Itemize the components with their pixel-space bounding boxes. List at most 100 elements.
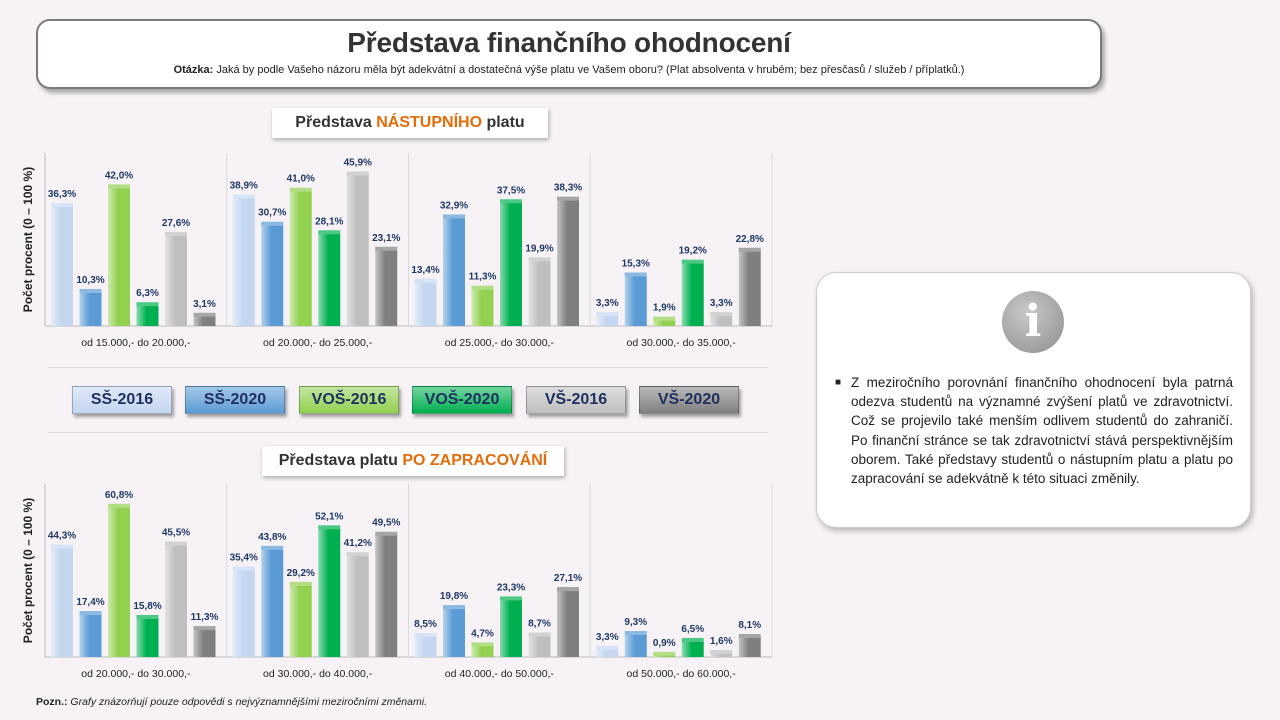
bar-top xyxy=(414,278,437,283)
bar-top xyxy=(500,199,522,204)
bar-top xyxy=(51,203,73,208)
data-label: 41,2% xyxy=(344,538,372,549)
bar xyxy=(318,233,341,326)
bar xyxy=(624,275,647,326)
bar xyxy=(346,555,369,657)
bar xyxy=(136,617,159,657)
legend-item-vs-2020: VŠ-2020 xyxy=(639,386,739,414)
info-paragraph: Z meziročního porovnání finančního ohodn… xyxy=(851,375,1233,487)
data-label: 15,3% xyxy=(622,259,650,270)
bar xyxy=(318,528,341,657)
bar xyxy=(596,648,619,657)
category-label: od 15.000,- do 20.000,- xyxy=(81,337,191,349)
chart1-title-pre: Představa xyxy=(295,114,377,131)
data-label: 6,5% xyxy=(681,624,704,635)
bar-top xyxy=(289,581,312,586)
data-label: 38,3% xyxy=(554,183,582,194)
data-label: 19,2% xyxy=(679,246,707,257)
data-label: 15,8% xyxy=(133,601,161,612)
category-label: od 40.000,- do 50.000,- xyxy=(445,668,555,680)
data-label: 17,4% xyxy=(76,597,104,608)
bar xyxy=(557,199,579,326)
bar xyxy=(289,190,312,326)
bar xyxy=(232,569,255,657)
category-label: od 30.000,- do 35.000,- xyxy=(627,337,737,349)
bar xyxy=(193,315,216,326)
bar-top xyxy=(165,231,187,236)
bar-top xyxy=(710,312,733,317)
bar xyxy=(375,249,398,326)
bar xyxy=(471,288,494,326)
bar-top xyxy=(681,637,704,642)
data-label: 8,5% xyxy=(414,619,437,630)
category-label: od 30.000,- do 40.000,- xyxy=(263,668,373,680)
data-label: 23,1% xyxy=(372,233,400,244)
bar xyxy=(738,636,761,657)
chart2-title: Představa platu PO ZAPRACOVÁNÍ xyxy=(262,446,564,476)
bar xyxy=(193,629,216,657)
data-label: 19,8% xyxy=(440,591,468,602)
data-label: 38,9% xyxy=(230,181,258,192)
info-text: ■ Z meziročního porovnání finančního oho… xyxy=(835,373,1233,488)
bar xyxy=(681,262,704,326)
bar-top xyxy=(596,645,619,650)
chart2-title-pre: Představa platu xyxy=(278,452,403,469)
data-label: 30,7% xyxy=(258,208,286,219)
data-label: 37,5% xyxy=(497,185,525,196)
bar-top xyxy=(193,312,216,317)
bar-top xyxy=(443,605,465,610)
bar xyxy=(108,506,130,657)
bar-top xyxy=(193,626,216,631)
bar xyxy=(261,224,284,326)
data-label: 11,3% xyxy=(191,612,219,623)
bar xyxy=(261,548,284,657)
chart1-title-highlight: NÁSTUPNÍHO xyxy=(376,114,483,131)
bar-top xyxy=(443,214,465,219)
chart1: Počet procent (0 – 100 %) 36,3% 10,3% 42,0%… xyxy=(21,153,773,349)
data-label: 60,8% xyxy=(105,490,133,501)
chart1-title: Představa NÁSTUPNÍHO platu xyxy=(272,108,548,138)
chart1-title-post: platu xyxy=(482,114,525,131)
bar xyxy=(51,547,73,657)
data-label: 32,9% xyxy=(440,200,468,211)
footnote: Pozn.: Grafy znázorňují pouze odpovědi s… xyxy=(36,696,427,708)
bar-top xyxy=(232,566,255,571)
legend-item-vs-2016: VŠ-2016 xyxy=(526,386,626,414)
data-label: 3,3% xyxy=(596,298,619,309)
bar-top xyxy=(318,525,341,530)
bar xyxy=(136,305,159,326)
data-label: 49,5% xyxy=(372,518,400,529)
bar xyxy=(528,635,551,657)
category-label: od 50.000,- do 60.000,- xyxy=(627,668,737,680)
bar-top xyxy=(108,184,130,189)
bar xyxy=(653,319,676,326)
question: Otázka: Jaká by podle Vašeho názoru měla… xyxy=(38,64,1100,76)
bar-top xyxy=(346,171,369,176)
y-axis-label: Počet procent (0 – 100 %) xyxy=(21,167,35,312)
data-label: 13,4% xyxy=(411,265,439,276)
bar xyxy=(108,187,130,326)
data-label: 27,1% xyxy=(554,573,582,584)
data-label: 29,2% xyxy=(287,568,315,579)
bar xyxy=(232,197,255,326)
bar-top xyxy=(624,631,647,636)
footnote-text: Grafy znázorňují pouze odpovědi s nejvýz… xyxy=(67,696,427,708)
bar-top xyxy=(108,503,130,508)
bar xyxy=(79,292,102,326)
legend: SŠ-2016 SŠ-2020 VOŠ-2016 VOŠ-2020 VŠ-201… xyxy=(72,386,752,414)
data-label: 45,5% xyxy=(162,528,190,539)
category-label: od 25.000,- do 30.000,- xyxy=(445,337,555,349)
bar-top xyxy=(79,611,102,616)
separator-top xyxy=(48,367,768,368)
data-label: 19,9% xyxy=(525,243,553,254)
bar-top xyxy=(318,230,341,235)
legend-item-vos-2016: VOŠ-2016 xyxy=(299,386,399,414)
data-label: 52,1% xyxy=(315,511,343,522)
question-label: Otázka: xyxy=(173,64,214,76)
bar-top xyxy=(136,614,159,619)
data-label: 1,9% xyxy=(653,303,676,314)
bar-top xyxy=(710,650,733,655)
bar xyxy=(738,250,761,326)
bar-top xyxy=(79,289,102,294)
chart2-title-highlight: PO ZAPRACOVÁNÍ xyxy=(402,452,548,469)
